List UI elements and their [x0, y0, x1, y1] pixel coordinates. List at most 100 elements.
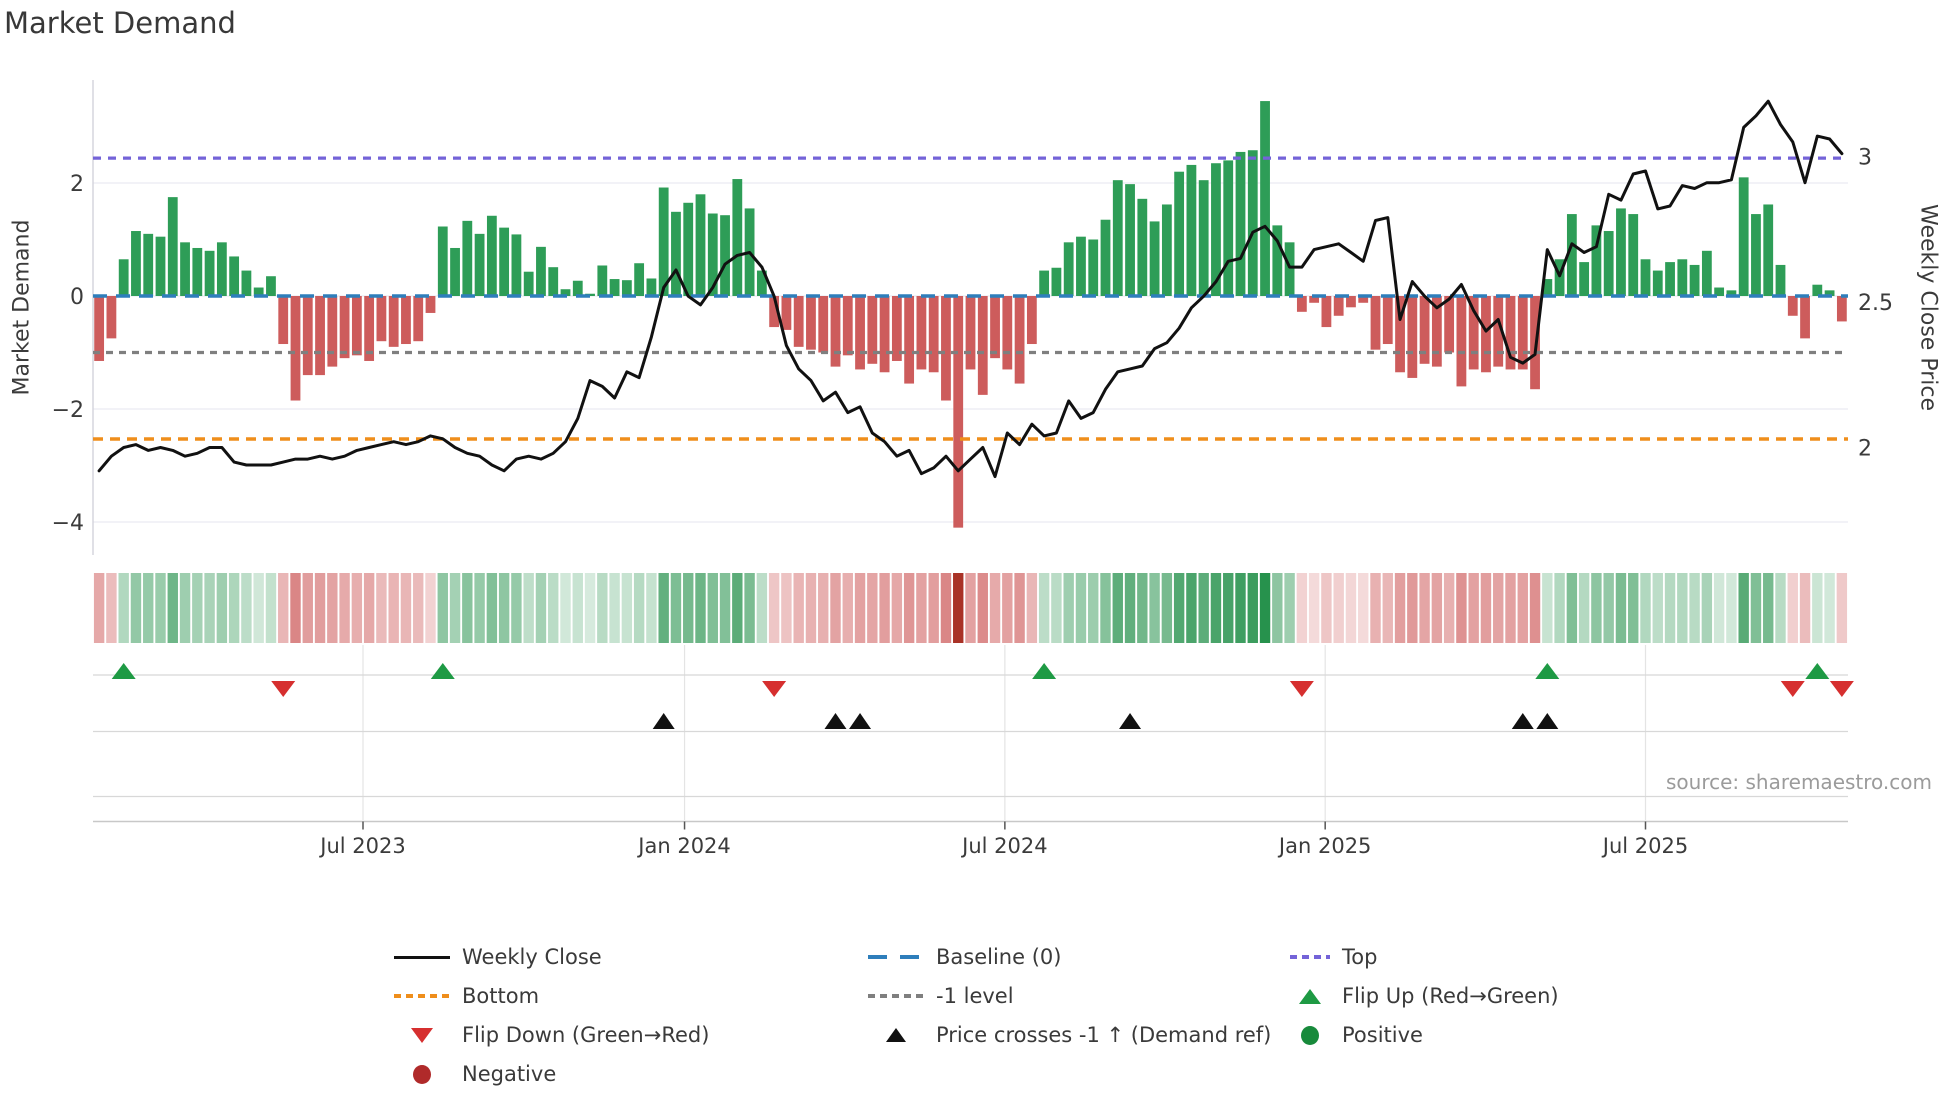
- demand-bar: [1554, 259, 1565, 296]
- heatmap-cell: [1210, 573, 1222, 643]
- demand-bar: [1039, 270, 1050, 296]
- heatmap-cell: [953, 573, 964, 643]
- flip-up-marker: [111, 663, 136, 679]
- heatmap-cell: [1775, 573, 1786, 643]
- heatmap-cell: [1124, 573, 1136, 643]
- demand-bar: [1787, 296, 1798, 316]
- demand-bar: [1738, 177, 1749, 296]
- demand-bar: [155, 236, 166, 296]
- demand-bar: [1419, 296, 1430, 364]
- demand-bar: [1603, 231, 1614, 296]
- heatmap-cell: [977, 573, 988, 643]
- heatmap-cell: [695, 573, 706, 643]
- heatmap-cell: [511, 573, 522, 643]
- axis-tick-labels: 2 0 −2 −4 3 2.5 2 Jul 2023 Jan 2024 Jul 2024 Jan 2…: [52, 146, 1893, 859]
- heatmap-cell: [989, 573, 1001, 643]
- heatmap-cell: [1456, 573, 1467, 643]
- demand-bar: [167, 197, 178, 296]
- demand-bar: [842, 296, 853, 356]
- heatmap-cell: [1161, 573, 1173, 643]
- demand-bar: [1665, 262, 1675, 296]
- demand-bar: [437, 226, 448, 296]
- demand-bar: [1063, 242, 1074, 296]
- heatmap-cell: [683, 573, 694, 643]
- heatmap-cell: [1689, 573, 1700, 643]
- heatmap-cell: [560, 573, 571, 643]
- heatmap-cell: [1063, 573, 1074, 643]
- heatmap-cell: [1345, 573, 1357, 643]
- flip-up-marker: [1032, 663, 1057, 679]
- demand-bar: [1652, 270, 1663, 296]
- page-title: Market Demand: [4, 6, 236, 40]
- demand-bar: [1137, 198, 1148, 296]
- heatmap-cell: [216, 573, 228, 643]
- demand-bar: [462, 220, 473, 296]
- flip-down-marker: [271, 681, 296, 697]
- demand-bar: [756, 270, 767, 296]
- heatmap-cell: [1173, 573, 1185, 643]
- price-cross-marker: [652, 713, 675, 729]
- heatmap-cell: [1002, 573, 1013, 643]
- demand-bar: [1346, 296, 1356, 308]
- heatmap-strip: [93, 573, 1848, 643]
- tick-label: 2.5: [1858, 291, 1893, 316]
- heatmap-cell: [916, 573, 927, 643]
- demand-bar: [1333, 296, 1344, 316]
- demand-bar: [1591, 225, 1602, 296]
- legend-item-bottom: Bottom: [394, 982, 539, 1010]
- demand-bar: [253, 287, 264, 296]
- heatmap-cell: [228, 573, 240, 643]
- demand-bar: [683, 202, 694, 296]
- demand-bar: [1763, 204, 1774, 296]
- demand-bar: [1407, 296, 1418, 378]
- demand-bar: [180, 242, 190, 296]
- demand-bar: [1714, 287, 1725, 296]
- demand-bar: [1616, 208, 1626, 296]
- heatmap-cell: [670, 573, 682, 643]
- demand-bar: [536, 246, 546, 296]
- heatmap-cell: [1836, 573, 1848, 643]
- demand-bar: [891, 296, 902, 361]
- baseline-dash-swatch: [868, 955, 924, 959]
- right-axis-title: Weekly Close Price: [1915, 204, 1941, 411]
- heatmap-cell: [1198, 573, 1209, 643]
- heatmap-cell: [1296, 573, 1308, 643]
- demand-bar: [1174, 171, 1185, 296]
- heatmap-cell: [265, 573, 277, 643]
- demand-bar: [1566, 214, 1577, 296]
- flip-up-marker: [1805, 663, 1830, 679]
- legend-item-flip-up: Flip Up (Red→Green): [1290, 982, 1559, 1010]
- heatmap-cell: [1026, 573, 1038, 643]
- heatmap-cell: [327, 573, 338, 643]
- flip-up-triangle-icon: [1290, 988, 1330, 1004]
- demand-bar: [523, 271, 534, 296]
- demand-bar: [401, 296, 411, 345]
- demand-bar: [425, 296, 436, 313]
- heatmap-cell: [1112, 573, 1123, 643]
- demand-bar: [1689, 264, 1700, 296]
- demand-bar: [818, 296, 829, 353]
- level-lines: [93, 156, 1848, 441]
- heatmap-cell: [548, 573, 559, 643]
- demand-bar: [953, 296, 964, 528]
- demand-bar: [1100, 219, 1111, 296]
- heatmap-cell: [143, 573, 154, 643]
- heatmap-cell: [376, 573, 387, 643]
- heatmap-cell: [302, 573, 313, 643]
- demand-bar: [131, 231, 141, 296]
- heatmap-cell: [1149, 573, 1160, 643]
- demand-bar: [364, 296, 375, 361]
- demand-bar: [720, 215, 730, 296]
- heatmap-cell: [1431, 573, 1443, 643]
- demand-bar: [143, 233, 154, 296]
- price-cross-triangle-icon: [868, 1028, 924, 1042]
- demand-bar: [1824, 290, 1835, 296]
- heatmap-cell: [290, 573, 301, 643]
- demand-bar: [1395, 296, 1405, 373]
- demand-bar: [928, 296, 939, 373]
- demand-bar: [241, 270, 252, 296]
- heatmap-cell: [118, 573, 129, 643]
- heatmap-cell: [1787, 573, 1798, 643]
- heatmap-cell: [609, 573, 620, 643]
